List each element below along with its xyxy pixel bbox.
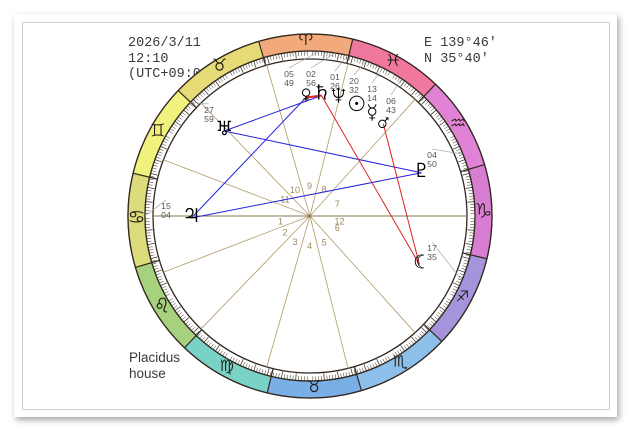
svg-text:♋: ♋ [129, 207, 144, 234]
svg-text:50: 50 [427, 159, 437, 169]
svg-text:♇: ♇ [417, 156, 427, 190]
svg-text:9: 9 [307, 181, 312, 191]
svg-text:♌: ♌ [156, 293, 168, 320]
svg-text:7: 7 [335, 199, 340, 209]
svg-text:49: 49 [284, 78, 294, 88]
svg-text:♐: ♐ [456, 286, 469, 313]
svg-text:♉: ♉ [213, 54, 227, 81]
svg-text:04: 04 [161, 210, 171, 220]
svg-text:59: 59 [204, 114, 214, 124]
svg-text:3: 3 [292, 237, 297, 247]
svg-text:☿: ☿ [367, 99, 377, 133]
svg-text:35: 35 [427, 252, 437, 262]
svg-text:4: 4 [307, 241, 312, 251]
svg-text:5: 5 [322, 237, 327, 247]
svg-text:10: 10 [290, 185, 300, 195]
svg-text:♅: ♅ [217, 114, 232, 148]
svg-text:♍: ♍ [220, 355, 234, 382]
svg-text:1: 1 [278, 216, 283, 226]
svg-text:♊: ♊ [151, 119, 165, 146]
svg-text:2: 2 [282, 228, 287, 238]
svg-text:♈: ♈ [298, 29, 313, 56]
svg-text:♒: ♒ [451, 112, 466, 139]
svg-text:♄: ♄ [315, 79, 327, 113]
svg-text:♂: ♂ [377, 107, 389, 141]
svg-text:♓: ♓ [387, 50, 400, 77]
svg-text:♆: ♆ [330, 81, 346, 115]
svg-text:♃: ♃ [185, 201, 199, 235]
svg-text:12: 12 [334, 216, 344, 226]
svg-text:8: 8 [322, 185, 327, 195]
svg-text:♉: ♉ [307, 376, 321, 403]
svg-text:☾: ☾ [414, 248, 425, 282]
svg-text:♏: ♏ [393, 351, 408, 378]
svg-text:☉: ☉ [348, 90, 365, 124]
svg-text:♑: ♑ [476, 198, 491, 225]
